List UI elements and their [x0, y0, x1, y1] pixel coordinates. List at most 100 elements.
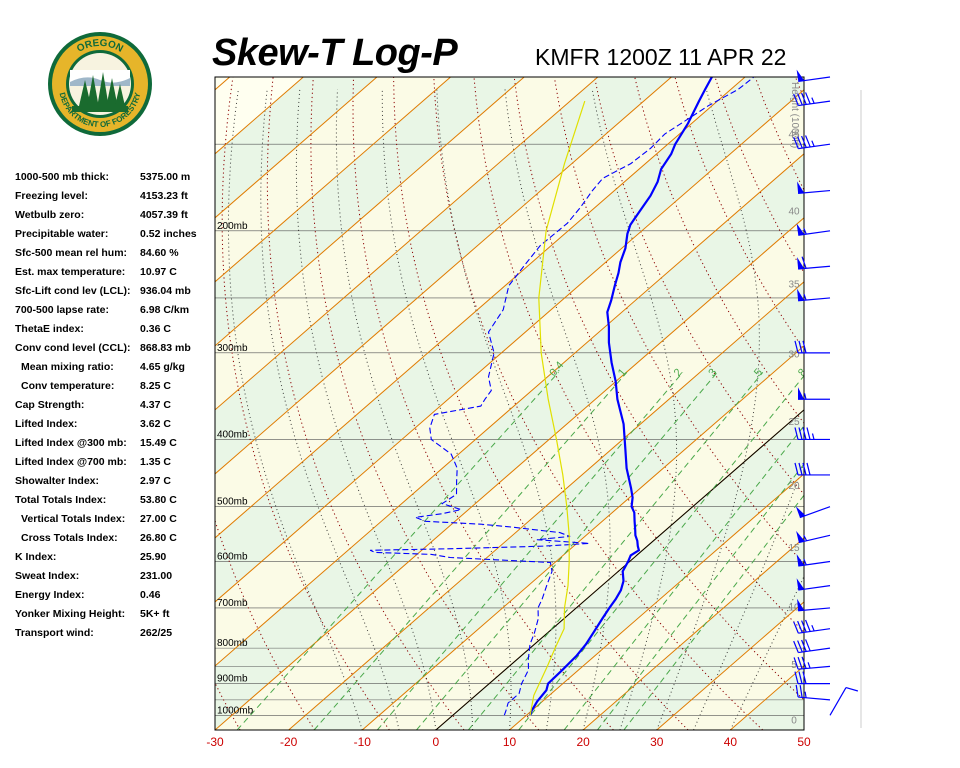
wind-barb-staff — [829, 687, 847, 716]
wind-barb-pennant — [796, 69, 805, 82]
isotherm-line — [288, 281, 804, 730]
wind-barb-flag — [801, 256, 807, 269]
wind-barb — [795, 684, 831, 701]
wind-barb-flag — [797, 620, 803, 633]
wind-barb-staff — [798, 607, 831, 612]
wind-barb-half-flag — [811, 97, 815, 104]
pressure-tick-label: 200mb — [217, 221, 248, 232]
height-tick-label: 0 — [791, 715, 797, 726]
wind-barb-staff — [798, 696, 831, 701]
index-label: Cross Totals Index: — [21, 532, 118, 544]
wind-barb-half-flag — [803, 228, 807, 235]
wind-barb — [794, 427, 830, 441]
wind-barb-half-flag — [803, 294, 807, 301]
wind-barb-flag — [798, 340, 803, 353]
wind-barb — [793, 639, 831, 654]
wind-barb-half-flag — [811, 433, 815, 440]
mixing-ratio-line — [468, 371, 764, 730]
index-row: Showalter Index: 2.97 C — [15, 472, 215, 491]
isotherm-band — [804, 77, 960, 730]
height-tick-label: 20 — [788, 481, 800, 492]
height-tick-label: 40 — [788, 206, 800, 217]
wind-barb-pennant — [796, 223, 805, 236]
height-axis-title: Height (1000ft) — [789, 82, 800, 148]
wind-barb-flag — [802, 462, 807, 476]
pressure-tick-label: 1000mb — [217, 705, 254, 716]
wind-barb-pennant — [797, 257, 805, 270]
index-row: Freezing level: 4153.23 ft — [15, 187, 215, 206]
index-label: Transport wind: — [15, 627, 94, 639]
index-row: Yonker Mixing Height: 5K+ ft — [15, 605, 215, 624]
dry-adiabat — [473, 77, 804, 701]
wind-barb — [793, 135, 831, 150]
index-label: Lifted Index @300 mb: — [15, 437, 127, 449]
plot-frame — [214, 76, 805, 731]
wind-barb-flag — [804, 619, 811, 632]
isotherm-line — [656, 601, 804, 730]
wind-barb-flag — [799, 685, 803, 698]
wind-barb — [794, 462, 830, 476]
index-row: Lifted Index @700 mb: 1.35 C — [15, 453, 215, 472]
wind-barb-half-flag — [811, 624, 815, 632]
index-value: 5K+ ft — [140, 608, 170, 620]
wind-barb — [795, 506, 831, 519]
mixing-ratio-line — [563, 425, 804, 730]
wind-barb-flag — [793, 640, 799, 653]
height-tick-label: 25 — [788, 417, 800, 428]
pressure-tick-label: 700mb — [217, 598, 248, 609]
index-value: 0.46 — [140, 589, 161, 601]
pressure-tick-label: 500mb — [217, 497, 248, 508]
dry-adiabat — [553, 77, 804, 565]
mixing-ratio-label: 8 — [796, 366, 809, 378]
chart-subtitle: KMFR 1200Z 11 APR 22 — [535, 44, 787, 70]
wind-barb-flag — [794, 671, 799, 684]
pressure-tick-label: 300mb — [217, 343, 248, 354]
index-row: Wetbulb zero: 4057.39 ft — [15, 206, 215, 225]
dry-adiabat — [836, 77, 960, 730]
height-tick-label: 30 — [788, 350, 800, 361]
svg-text:OREGON: OREGON — [75, 38, 125, 55]
index-value: 868.83 mb — [140, 342, 191, 354]
index-row: Sweat Index: 231.00 — [15, 567, 215, 586]
x-tick-label: 0 — [433, 735, 440, 749]
index-label: Sweat Index: — [15, 570, 80, 582]
index-value: 8.25 C — [140, 380, 171, 392]
wind-barb — [829, 687, 859, 716]
wind-barb-flag — [793, 136, 799, 149]
isotherm-line — [509, 473, 804, 730]
wind-barb-flag — [798, 427, 803, 440]
freezing-isotherm — [435, 409, 804, 730]
wind-barb — [793, 619, 831, 634]
isotherm-line — [0, 77, 156, 730]
wind-barb-flag — [806, 462, 811, 476]
wind-barb — [796, 69, 831, 83]
mixing-ratio-line — [623, 494, 804, 730]
mixing-ratio-line — [518, 374, 804, 730]
index-value: 10.97 C — [140, 266, 177, 278]
wind-barb-flag — [797, 640, 803, 653]
wind-barb — [796, 223, 831, 236]
wind-barb — [797, 181, 831, 194]
x-tick-label: 30 — [650, 735, 664, 749]
index-label: Conv temperature: — [21, 380, 115, 392]
index-label: Lifted Index @700 mb: — [15, 456, 127, 468]
wind-barb-pennant — [795, 506, 806, 518]
index-value: 6.98 C/km — [140, 304, 190, 316]
wind-barb-pennant — [797, 181, 805, 194]
index-value: 27.00 C — [140, 513, 177, 525]
index-value: 3.62 C — [140, 418, 171, 430]
index-row: Est. max temperature: 10.97 C — [15, 263, 215, 282]
wind-barb-flag — [804, 135, 811, 148]
wind-barb — [796, 530, 831, 544]
wind-barb-flag — [798, 671, 803, 684]
index-row: Conv cond level (CCL): 868.83 mb — [15, 339, 215, 358]
index-row: Lifted Index: 3.62 C — [15, 415, 215, 434]
index-label: Yonker Mixing Height: — [15, 608, 126, 620]
wind-barb-flag — [804, 639, 811, 652]
index-label: Vertical Totals Index: — [21, 513, 126, 525]
index-row: Vertical Totals Index: 27.00 C — [15, 510, 215, 529]
isotherm-line — [215, 77, 746, 539]
wind-barb — [797, 598, 831, 612]
index-value: 0.36 C — [140, 323, 171, 335]
